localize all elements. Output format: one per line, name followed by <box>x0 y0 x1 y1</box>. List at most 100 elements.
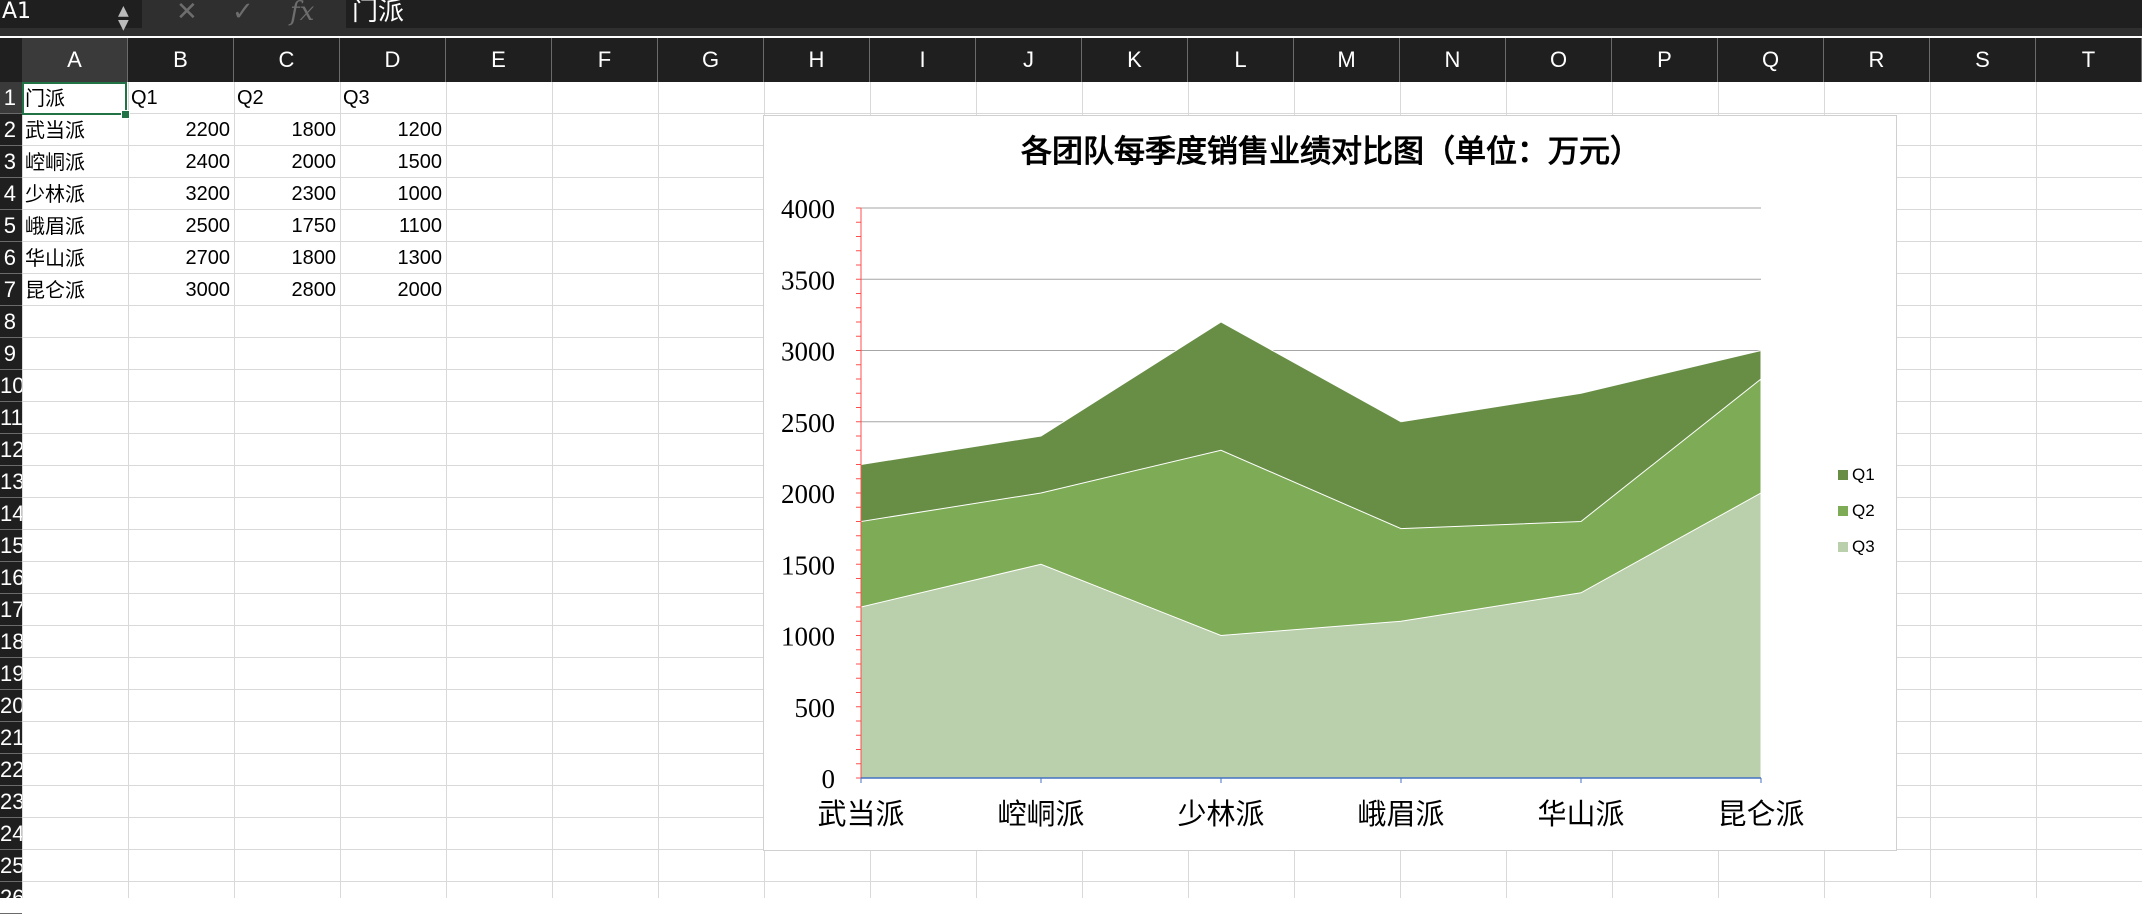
row-header-18[interactable]: 18 <box>0 626 22 658</box>
cell-d4[interactable]: 1000 <box>340 178 446 210</box>
cell-c2[interactable]: 1800 <box>234 114 340 146</box>
column-header-k[interactable]: K <box>1082 38 1188 82</box>
formula-value: 门派 <box>352 0 404 27</box>
cell-a6[interactable]: 华山派 <box>22 242 128 274</box>
column-header-l[interactable]: L <box>1188 38 1294 82</box>
column-header-o[interactable]: O <box>1506 38 1612 82</box>
column-header-g[interactable]: G <box>658 38 764 82</box>
cell-d6[interactable]: 1300 <box>340 242 446 274</box>
column-header-e[interactable]: E <box>446 38 552 82</box>
x-tick-label-0: 武当派 <box>817 797 904 831</box>
cell-d2[interactable]: 1200 <box>340 114 446 146</box>
row-header-5[interactable]: 5 <box>0 210 22 242</box>
row-header-3[interactable]: 3 <box>0 146 22 178</box>
row-header-9[interactable]: 9 <box>0 338 22 370</box>
row-header-2[interactable]: 2 <box>0 114 22 146</box>
y-tick-label-4000: 4000 <box>781 194 835 224</box>
column-header-i[interactable]: I <box>870 38 976 82</box>
cell-a5[interactable]: 峨眉派 <box>22 210 128 242</box>
cell-c1[interactable]: Q2 <box>234 82 340 114</box>
cell-c7[interactable]: 2800 <box>234 274 340 306</box>
row-header-21[interactable]: 21 <box>0 722 22 754</box>
row-header-16[interactable]: 16 <box>0 562 22 594</box>
row-header-4[interactable]: 4 <box>0 178 22 210</box>
row-header-25[interactable]: 25 <box>0 850 22 882</box>
x-tick-label-2: 少林派 <box>1177 797 1264 831</box>
y-tick-label-2000: 2000 <box>781 479 835 509</box>
cell-c5[interactable]: 1750 <box>234 210 340 242</box>
row-header-17[interactable]: 17 <box>0 594 22 626</box>
legend-label-q1: Q1 <box>1852 465 1875 484</box>
x-tick-label-4: 华山派 <box>1537 797 1624 831</box>
cell-c3[interactable]: 2000 <box>234 146 340 178</box>
cell-b1[interactable]: Q1 <box>128 82 234 114</box>
column-header-f[interactable]: F <box>552 38 658 82</box>
column-header-b[interactable]: B <box>128 38 234 82</box>
y-tick-label-2500: 2500 <box>781 408 835 438</box>
row-header-15[interactable]: 15 <box>0 530 22 562</box>
x-tick-label-3: 峨眉派 <box>1357 797 1444 831</box>
column-header-p[interactable]: P <box>1612 38 1718 82</box>
name-box-dropdown-icon[interactable]: ▲▼ <box>118 4 129 32</box>
cell-c4[interactable]: 2300 <box>234 178 340 210</box>
column-header-m[interactable]: M <box>1294 38 1400 82</box>
column-header-c[interactable]: C <box>234 38 340 82</box>
row-header-8[interactable]: 8 <box>0 306 22 338</box>
cell-d7[interactable]: 2000 <box>340 274 446 306</box>
legend-swatch-q1 <box>1838 470 1848 480</box>
y-tick-label-3500: 3500 <box>781 265 835 295</box>
cell-a7[interactable]: 昆仑派 <box>22 274 128 306</box>
row-header-26[interactable]: 26 <box>0 882 22 914</box>
column-header-q[interactable]: Q <box>1718 38 1824 82</box>
cell-d3[interactable]: 1500 <box>340 146 446 178</box>
cell-b4[interactable]: 3200 <box>128 178 234 210</box>
cell-b5[interactable]: 2500 <box>128 210 234 242</box>
x-tick-label-5: 昆仑派 <box>1717 797 1804 831</box>
formula-bar: A1 ▲▼ ✕ ✓ fx 门派 <box>0 0 2142 36</box>
chart-plot: 05001000150020002500300035004000武当派崆峒派少林… <box>764 116 1898 852</box>
cell-b2[interactable]: 2200 <box>128 114 234 146</box>
cell-a2[interactable]: 武当派 <box>22 114 128 146</box>
row-header-13[interactable]: 13 <box>0 466 22 498</box>
cell-d1[interactable]: Q3 <box>340 82 446 114</box>
row-header-20[interactable]: 20 <box>0 690 22 722</box>
cell-d5[interactable]: 1100 <box>340 210 446 242</box>
cell-b6[interactable]: 2700 <box>128 242 234 274</box>
row-header-1[interactable]: 1 <box>0 82 22 114</box>
column-header-n[interactable]: N <box>1400 38 1506 82</box>
column-header-t[interactable]: T <box>2036 38 2142 82</box>
column-header-d[interactable]: D <box>340 38 446 82</box>
cell-b3[interactable]: 2400 <box>128 146 234 178</box>
row-header-19[interactable]: 19 <box>0 658 22 690</box>
y-tick-label-500: 500 <box>795 693 836 723</box>
cell-b7[interactable]: 3000 <box>128 274 234 306</box>
active-cell-border <box>22 82 127 115</box>
row-header-12[interactable]: 12 <box>0 434 22 466</box>
cancel-icon[interactable]: ✕ <box>176 0 198 28</box>
row-header-22[interactable]: 22 <box>0 754 22 786</box>
column-header-r[interactable]: R <box>1824 38 1930 82</box>
cell-c6[interactable]: 1800 <box>234 242 340 274</box>
row-header-6[interactable]: 6 <box>0 242 22 274</box>
row-header-10[interactable]: 10 <box>0 370 22 402</box>
row-header-11[interactable]: 11 <box>0 402 22 434</box>
name-box-value: A1 <box>2 0 31 24</box>
x-tick-label-1: 崆峒派 <box>997 797 1084 831</box>
column-header-a[interactable]: A <box>22 38 128 82</box>
fx-icon[interactable]: fx <box>290 0 314 28</box>
check-icon[interactable]: ✓ <box>232 0 254 28</box>
column-header-s[interactable]: S <box>1930 38 2036 82</box>
column-header-j[interactable]: J <box>976 38 1082 82</box>
column-header-h[interactable]: H <box>764 38 870 82</box>
row-header-7[interactable]: 7 <box>0 274 22 306</box>
row-header-24[interactable]: 24 <box>0 818 22 850</box>
row-header-14[interactable]: 14 <box>0 498 22 530</box>
formula-input[interactable]: 门派 <box>346 0 2142 28</box>
fill-handle[interactable] <box>121 110 130 119</box>
cell-a3[interactable]: 崆峒派 <box>22 146 128 178</box>
cell-a4[interactable]: 少林派 <box>22 178 128 210</box>
row-header-23[interactable]: 23 <box>0 786 22 818</box>
